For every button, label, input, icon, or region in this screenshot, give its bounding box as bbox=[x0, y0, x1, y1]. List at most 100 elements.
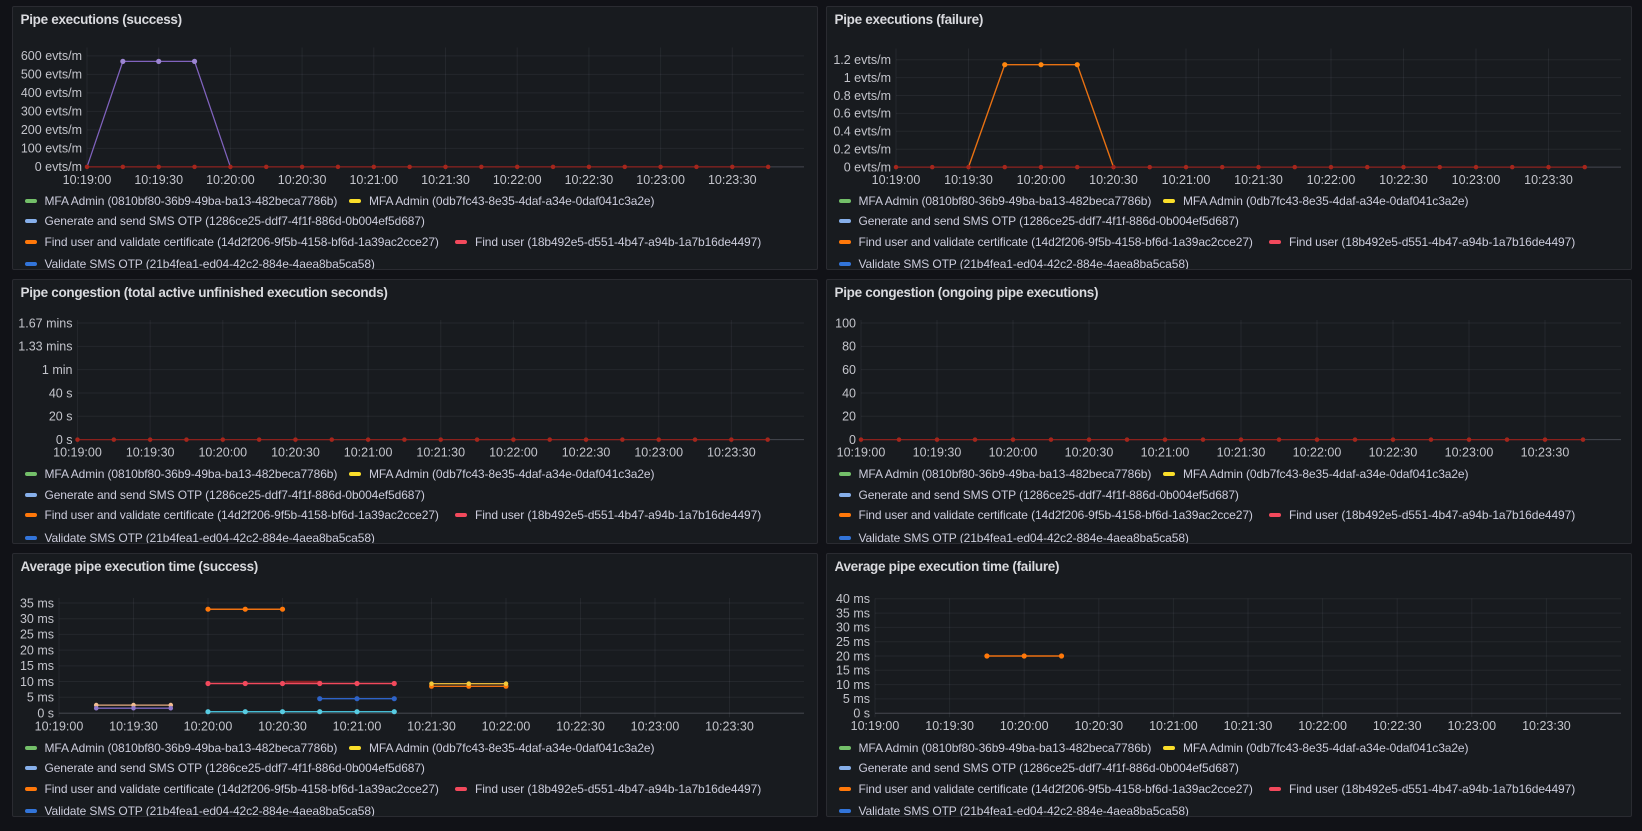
svg-text:10:21:30: 10:21:30 bbox=[407, 719, 456, 733]
svg-text:10:21:00: 10:21:00 bbox=[349, 172, 398, 186]
svg-text:1 min: 1 min bbox=[42, 363, 73, 377]
svg-text:10:22:00: 10:22:00 bbox=[493, 172, 542, 186]
svg-text:0.6 evts/m: 0.6 evts/m bbox=[833, 106, 891, 120]
svg-text:10:20:00: 10:20:00 bbox=[184, 719, 233, 733]
svg-text:10:20:30: 10:20:30 bbox=[278, 172, 327, 186]
svg-text:10:23:30: 10:23:30 bbox=[1522, 719, 1571, 733]
svg-text:0.4 evts/m: 0.4 evts/m bbox=[833, 124, 891, 138]
svg-text:10:21:00: 10:21:00 bbox=[1162, 173, 1211, 187]
svg-text:10:23:30: 10:23:30 bbox=[707, 446, 756, 460]
svg-text:400 evts/m: 400 evts/m bbox=[21, 86, 82, 100]
svg-text:10:19:00: 10:19:00 bbox=[872, 173, 921, 187]
svg-text:10:23:00: 10:23:00 bbox=[1445, 446, 1494, 460]
svg-text:10:20:30: 10:20:30 bbox=[1065, 446, 1114, 460]
svg-text:10:23:00: 10:23:00 bbox=[1447, 719, 1496, 733]
svg-text:1.33 mins: 1.33 mins bbox=[18, 340, 72, 354]
svg-text:10:23:30: 10:23:30 bbox=[1524, 173, 1573, 187]
svg-text:10:19:30: 10:19:30 bbox=[109, 719, 158, 733]
svg-text:10:22:00: 10:22:00 bbox=[1298, 719, 1347, 733]
svg-text:10:21:00: 10:21:00 bbox=[1149, 719, 1198, 733]
svg-text:40 s: 40 s bbox=[49, 386, 73, 400]
svg-text:10:20:30: 10:20:30 bbox=[271, 446, 320, 460]
svg-text:10:21:30: 10:21:30 bbox=[1217, 446, 1266, 460]
svg-text:10:19:00: 10:19:00 bbox=[837, 446, 886, 460]
svg-text:10:22:30: 10:22:30 bbox=[1369, 446, 1418, 460]
svg-text:20 ms: 20 ms bbox=[836, 649, 870, 663]
svg-text:10:22:30: 10:22:30 bbox=[562, 446, 611, 460]
svg-text:10:22:30: 10:22:30 bbox=[1373, 719, 1422, 733]
svg-text:10:23:00: 10:23:00 bbox=[636, 172, 685, 186]
svg-text:5 ms: 5 ms bbox=[27, 690, 54, 704]
svg-text:10:22:00: 10:22:00 bbox=[1293, 446, 1342, 460]
svg-text:200 evts/m: 200 evts/m bbox=[21, 123, 82, 137]
svg-text:10:23:00: 10:23:00 bbox=[631, 719, 680, 733]
svg-text:25 ms: 25 ms bbox=[836, 635, 870, 649]
svg-text:10:23:30: 10:23:30 bbox=[708, 172, 757, 186]
svg-text:10:23:30: 10:23:30 bbox=[1521, 446, 1570, 460]
svg-text:30 ms: 30 ms bbox=[836, 620, 870, 634]
svg-text:10:20:30: 10:20:30 bbox=[1089, 173, 1138, 187]
svg-text:20 s: 20 s bbox=[49, 410, 73, 424]
svg-text:20: 20 bbox=[842, 410, 856, 424]
svg-text:0 evts/m: 0 evts/m bbox=[844, 160, 891, 174]
svg-text:10:21:00: 10:21:00 bbox=[333, 719, 382, 733]
svg-text:5 ms: 5 ms bbox=[843, 692, 870, 706]
svg-text:35 ms: 35 ms bbox=[20, 596, 54, 610]
svg-text:10:21:30: 10:21:30 bbox=[1234, 173, 1283, 187]
svg-text:20 ms: 20 ms bbox=[20, 643, 54, 657]
svg-text:10:19:30: 10:19:30 bbox=[913, 446, 962, 460]
svg-text:10:22:30: 10:22:30 bbox=[1379, 173, 1428, 187]
svg-text:80: 80 bbox=[842, 340, 856, 354]
svg-text:30 ms: 30 ms bbox=[20, 612, 54, 626]
svg-text:25 ms: 25 ms bbox=[20, 627, 54, 641]
svg-text:500 evts/m: 500 evts/m bbox=[21, 67, 82, 81]
svg-text:600 evts/m: 600 evts/m bbox=[21, 49, 82, 63]
svg-text:10:20:00: 10:20:00 bbox=[206, 172, 255, 186]
svg-text:15 ms: 15 ms bbox=[836, 663, 870, 677]
svg-text:10:19:00: 10:19:00 bbox=[63, 172, 112, 186]
svg-text:10:20:00: 10:20:00 bbox=[1000, 719, 1049, 733]
svg-text:10:21:00: 10:21:00 bbox=[344, 446, 393, 460]
svg-text:0.2 evts/m: 0.2 evts/m bbox=[833, 142, 891, 156]
svg-text:35 ms: 35 ms bbox=[836, 606, 870, 620]
svg-text:10:19:30: 10:19:30 bbox=[126, 446, 175, 460]
svg-text:10 ms: 10 ms bbox=[20, 674, 54, 688]
svg-text:1.67 mins: 1.67 mins bbox=[18, 316, 72, 330]
svg-text:0: 0 bbox=[849, 433, 856, 447]
svg-text:10:21:30: 10:21:30 bbox=[416, 446, 465, 460]
svg-text:10:20:00: 10:20:00 bbox=[198, 446, 247, 460]
svg-text:10:22:00: 10:22:00 bbox=[482, 719, 531, 733]
svg-text:10:19:00: 10:19:00 bbox=[35, 719, 84, 733]
svg-text:100 evts/m: 100 evts/m bbox=[21, 141, 82, 155]
svg-text:10:19:00: 10:19:00 bbox=[851, 719, 900, 733]
svg-text:0 s: 0 s bbox=[56, 433, 73, 447]
svg-text:10:19:30: 10:19:30 bbox=[134, 172, 183, 186]
svg-text:10:21:30: 10:21:30 bbox=[1224, 719, 1273, 733]
svg-text:10:22:00: 10:22:00 bbox=[489, 446, 538, 460]
svg-text:10:23:00: 10:23:00 bbox=[1452, 173, 1501, 187]
svg-text:10:22:30: 10:22:30 bbox=[565, 172, 614, 186]
svg-text:1.2 evts/m: 1.2 evts/m bbox=[833, 53, 891, 67]
svg-text:10:19:30: 10:19:30 bbox=[925, 719, 974, 733]
svg-text:0 s: 0 s bbox=[853, 706, 870, 720]
svg-text:10:19:30: 10:19:30 bbox=[944, 173, 993, 187]
svg-text:10:19:00: 10:19:00 bbox=[53, 446, 102, 460]
svg-text:10:20:30: 10:20:30 bbox=[1074, 719, 1123, 733]
svg-text:10:21:30: 10:21:30 bbox=[421, 172, 470, 186]
svg-text:0.8 evts/m: 0.8 evts/m bbox=[833, 88, 891, 102]
svg-text:100: 100 bbox=[835, 316, 856, 330]
svg-text:0 s: 0 s bbox=[37, 706, 54, 720]
svg-text:40 ms: 40 ms bbox=[836, 592, 870, 606]
svg-text:10:20:00: 10:20:00 bbox=[989, 446, 1038, 460]
svg-text:10:22:00: 10:22:00 bbox=[1307, 173, 1356, 187]
svg-text:10 ms: 10 ms bbox=[836, 677, 870, 691]
svg-text:10:23:30: 10:23:30 bbox=[705, 719, 754, 733]
svg-text:10:22:30: 10:22:30 bbox=[556, 719, 605, 733]
svg-text:10:20:00: 10:20:00 bbox=[1017, 173, 1066, 187]
svg-text:40: 40 bbox=[842, 386, 856, 400]
svg-text:10:21:00: 10:21:00 bbox=[1141, 446, 1190, 460]
svg-text:10:20:30: 10:20:30 bbox=[258, 719, 307, 733]
svg-text:1 evts/m: 1 evts/m bbox=[844, 70, 891, 84]
svg-text:0 evts/m: 0 evts/m bbox=[35, 160, 82, 174]
svg-text:15 ms: 15 ms bbox=[20, 659, 54, 673]
